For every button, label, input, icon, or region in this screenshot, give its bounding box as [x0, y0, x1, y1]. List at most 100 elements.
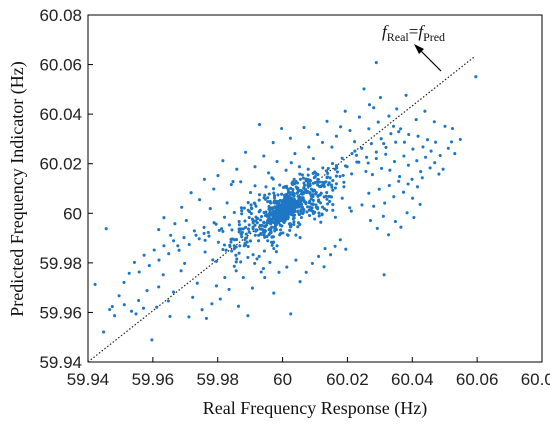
data-point — [262, 220, 266, 224]
data-point — [314, 192, 318, 196]
data-point — [418, 202, 422, 206]
data-point — [353, 149, 357, 153]
x-tick-label: 60.06 — [456, 370, 499, 389]
data-point — [261, 230, 265, 234]
data-point — [262, 196, 266, 200]
data-point — [272, 191, 276, 195]
data-point — [211, 258, 215, 262]
data-point — [333, 186, 337, 190]
data-point — [242, 206, 246, 210]
data-point — [434, 140, 438, 144]
data-point — [331, 208, 335, 212]
data-point — [244, 150, 248, 154]
data-point — [334, 182, 338, 186]
data-point — [320, 213, 324, 217]
data-point — [286, 195, 290, 199]
data-point — [145, 289, 149, 293]
data-point — [421, 145, 425, 149]
data-point — [252, 201, 256, 205]
data-point — [304, 202, 308, 206]
data-point — [284, 168, 288, 172]
data-point — [338, 238, 342, 242]
data-point — [198, 198, 202, 202]
data-point — [202, 231, 206, 235]
data-point — [230, 228, 234, 232]
data-point — [306, 173, 310, 177]
data-point — [234, 260, 238, 264]
data-point — [250, 286, 254, 290]
data-point — [212, 221, 216, 225]
data-point — [221, 229, 225, 233]
data-point — [319, 220, 323, 224]
data-point — [392, 159, 397, 164]
data-point — [277, 206, 281, 210]
data-point — [268, 231, 272, 235]
data-point — [238, 244, 242, 248]
data-point — [317, 199, 321, 203]
data-point — [268, 260, 272, 264]
plot-frame — [87, 14, 543, 363]
data-point — [397, 179, 401, 183]
data-point — [261, 267, 265, 271]
data-point — [113, 314, 117, 318]
data-point — [251, 253, 255, 257]
x-tick-label: 60 — [273, 370, 292, 389]
data-point — [329, 253, 333, 257]
data-point — [277, 200, 281, 204]
y-tick-label: 59.94 — [39, 353, 82, 372]
data-point — [420, 176, 424, 180]
data-point — [264, 210, 268, 214]
data-point — [194, 233, 198, 237]
data-point — [320, 205, 325, 209]
data-point — [258, 218, 263, 222]
data-point — [419, 170, 423, 174]
data-point — [289, 186, 293, 190]
data-point — [270, 206, 274, 210]
svg-text:fReal=fPred: fReal=fPred — [382, 22, 445, 44]
data-point — [257, 210, 261, 214]
annotation-f1: f — [382, 22, 389, 41]
data-point — [305, 210, 309, 214]
data-point — [416, 134, 420, 138]
data-point — [212, 187, 216, 191]
data-point — [428, 166, 432, 170]
data-point — [162, 216, 166, 220]
data-point — [257, 193, 262, 197]
data-point — [93, 282, 97, 286]
data-point — [272, 194, 277, 198]
data-point — [381, 214, 385, 218]
data-point — [245, 240, 249, 244]
data-point — [266, 219, 270, 224]
data-point — [342, 180, 346, 184]
data-point — [237, 223, 241, 227]
data-point — [285, 200, 289, 204]
data-point — [236, 304, 241, 308]
ticks-layer: 59.94 59.96 59.98 60 60.02 60.04 60.06 60.08 59.… — [39, 6, 550, 389]
data-point — [246, 255, 250, 259]
data-point — [325, 197, 329, 201]
data-point — [254, 219, 258, 223]
data-point — [227, 287, 231, 291]
data-point — [360, 203, 364, 207]
data-point — [234, 253, 238, 257]
data-point — [243, 238, 247, 242]
data-point — [235, 257, 239, 261]
y-axis-label: Predicted Frequency Indicator (Hz) — [7, 61, 28, 316]
data-point — [292, 220, 296, 224]
data-point — [157, 285, 161, 289]
data-point — [280, 224, 284, 228]
data-point — [259, 214, 264, 219]
data-point — [410, 177, 414, 181]
y-tick-label: 60.08 — [39, 6, 82, 25]
data-point — [302, 125, 306, 130]
data-point — [216, 240, 220, 244]
data-point — [204, 316, 208, 320]
data-point — [267, 192, 271, 196]
data-point — [302, 198, 306, 202]
data-point — [271, 235, 276, 239]
y-tick-label: 60.06 — [39, 56, 82, 75]
data-point — [432, 120, 436, 124]
data-point — [253, 165, 257, 169]
